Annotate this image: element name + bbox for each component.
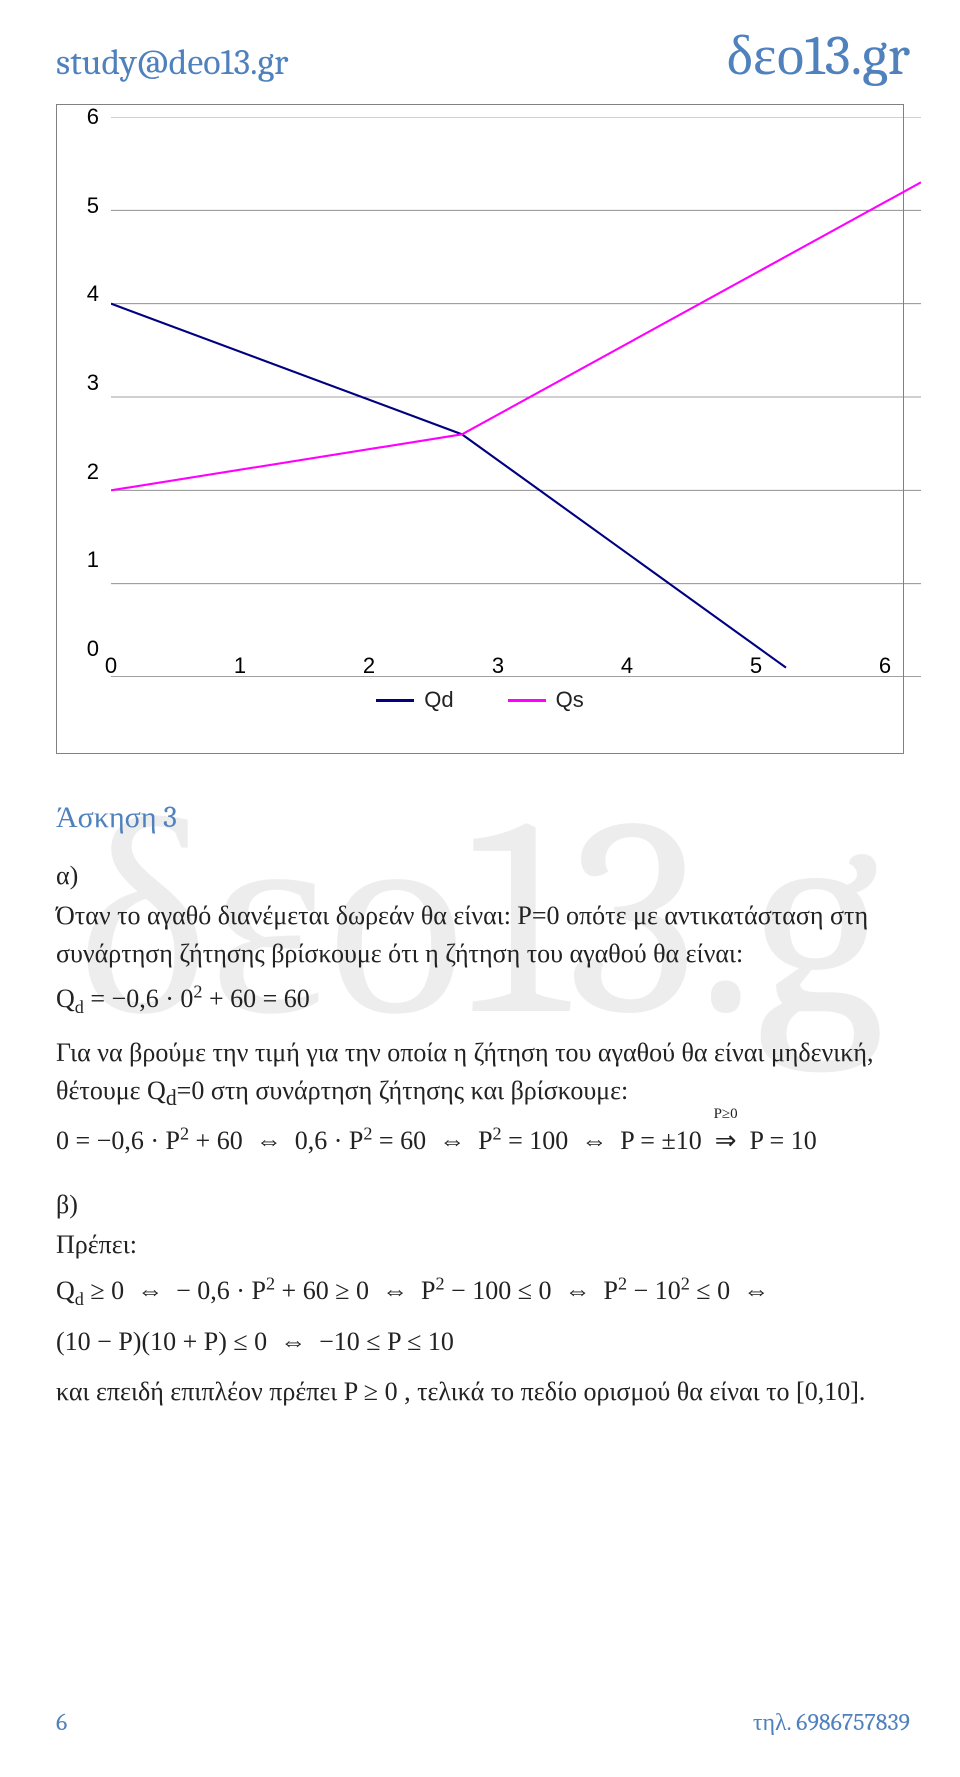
page-header: study@deo13.gr δεο13.gr	[56, 28, 910, 84]
chart-y-tick: 2	[87, 459, 99, 485]
chart-x-axis-labels: 0123456	[111, 651, 885, 677]
chart-x-tick: 6	[879, 653, 891, 679]
chart-x-tick: 4	[621, 653, 633, 679]
exercise-title: Άσκηση 3	[56, 800, 910, 835]
chart-y-tick: 6	[87, 104, 99, 130]
part-a-eq-2: 0 = −0,6 · P2 + 60 ⇔ 0,6 · P2 = 60 ⇔ P2 …	[56, 1120, 910, 1162]
legend-label: Qd	[424, 687, 453, 713]
chart-y-tick: 5	[87, 193, 99, 219]
chart-y-tick: 1	[87, 547, 99, 573]
part-b-text-2: και επειδή επιπλέον πρέπει P ≥ 0 , τελικ…	[56, 1373, 910, 1411]
chart-legend: Qd Qs	[75, 687, 885, 713]
part-a-text-2: Για να βρούμε την τιμή για την οποία η ζ…	[56, 1034, 910, 1114]
page-footer: 6 τηλ. 6986757839	[56, 1708, 910, 1737]
part-b-eq-1: Qd ≥ 0 ⇔ − 0,6 · P2 + 60 ≥ 0 ⇔ P2 − 100 …	[56, 1270, 910, 1312]
part-b-eq-2: (10 − P)(10 + P) ≤ 0 ⇔ −10 ≤ P ≤ 10	[56, 1321, 910, 1363]
chart-plot-area: 0123456 0123456	[75, 117, 885, 677]
chart-x-tick: 2	[363, 653, 375, 679]
chart-y-tick: 4	[87, 281, 99, 307]
part-b-text-1: Πρέπει:	[56, 1226, 910, 1264]
chart-y-tick: 3	[87, 370, 99, 396]
legend-swatch	[508, 699, 546, 702]
footer-phone: τηλ. 6986757839	[753, 1708, 910, 1737]
chart-x-tick: 5	[750, 653, 762, 679]
header-site-title: δεο13.gr	[727, 28, 910, 84]
chart-y-tick: 0	[87, 636, 99, 662]
chart-y-axis-labels: 0123456	[75, 117, 103, 677]
legend-item: Qs	[508, 687, 584, 713]
header-email: study@deo13.gr	[56, 42, 288, 83]
supply-demand-chart: 0 1 2 3 4 5 6 0 1 2 3 4 5 6 Qd Qs	[56, 104, 904, 754]
legend-item: Qd	[376, 687, 453, 713]
part-a-text-1: Όταν το αγαθό διανέμεται δωρεάν θα είναι…	[56, 897, 910, 972]
part-a-eq-1: Qd = −0,6 · 02 + 60 = 60	[56, 978, 910, 1020]
footer-page-number: 6	[56, 1708, 67, 1737]
chart-x-tick: 1	[234, 653, 246, 679]
legend-label: Qs	[556, 687, 584, 713]
part-a-label: α)	[56, 861, 910, 891]
chart-svg	[111, 117, 921, 677]
legend-swatch	[376, 699, 414, 702]
chart-x-tick: 0	[105, 653, 117, 679]
part-b-label: β)	[56, 1190, 910, 1220]
chart-x-tick: 3	[492, 653, 504, 679]
